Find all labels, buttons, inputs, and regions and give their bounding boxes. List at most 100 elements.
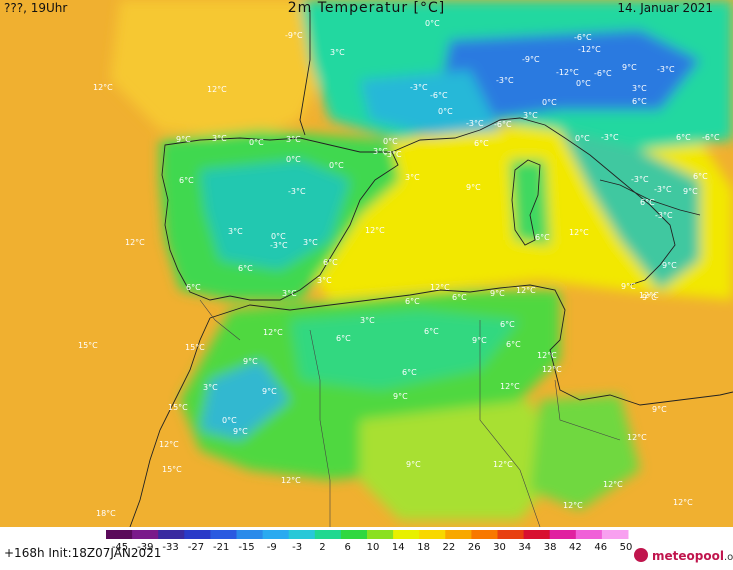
temperature-label: 12°C: [603, 480, 623, 489]
temperature-label: -9°C: [285, 31, 303, 40]
temperature-label: 12°C: [430, 283, 450, 292]
temperature-label: -6°C: [702, 133, 720, 142]
temperature-label: 3°C: [330, 48, 345, 57]
temperature-label: -3°C: [631, 175, 649, 184]
color-scale-tick: 50: [620, 542, 633, 553]
logo: meteopool.org: [634, 548, 733, 563]
temperature-label: 12°C: [207, 85, 227, 94]
color-scale-swatch: [523, 530, 551, 539]
color-scale-tick: 18: [417, 542, 430, 553]
temperature-label: 3°C: [212, 134, 227, 143]
temperature-label: 18°C: [96, 509, 116, 518]
temperature-label: 0°C: [576, 79, 591, 88]
temperature-label: 12°C: [542, 365, 562, 374]
temperature-label: 3°C: [282, 289, 297, 298]
temperature-label: -3°C: [270, 241, 288, 250]
temperature-label: -3°C: [288, 187, 306, 196]
temperature-label: -12°C: [578, 45, 601, 54]
temperature-label: 12°C: [627, 433, 647, 442]
temperature-label: 6°C: [474, 139, 489, 148]
temperature-label: -6°C: [430, 91, 448, 100]
color-scale-swatch: [419, 530, 446, 539]
color-scale-tick: 42: [569, 542, 582, 553]
logo-tld: .org: [723, 552, 733, 563]
temperature-label: 12°C: [569, 228, 589, 237]
valid-date: 14. Januar 2021: [617, 1, 713, 15]
borders: [199, 299, 621, 527]
color-scale-tick: -45: [112, 542, 128, 553]
color-scale-swatch: [210, 530, 237, 539]
header: ???, 19Uhr 2m Temperatur [°C] 14. Januar…: [0, 0, 733, 18]
temperature-label: 9°C: [490, 289, 505, 298]
temperature-label: 15°C: [185, 343, 205, 352]
color-scale-swatch: [497, 530, 525, 539]
color-scale: -45 -39 -33 -27 -21 -15 -9 -3 2 6 10 14 18 22 26 30 34 38…: [106, 530, 633, 553]
temperature-label: -12°C: [556, 68, 579, 77]
temperature-label: -3°C: [410, 83, 428, 92]
temperature-label: 12°C: [639, 291, 659, 300]
temperature-label: 3°C: [286, 135, 301, 144]
temperature-label: -6°C: [594, 69, 612, 78]
temperature-map: 0°C -9°C 3°C 12°C 12°C -6°C -12°C -9°C -12°C -6°C…: [0, 0, 733, 527]
temperature-label: 6°C: [402, 368, 417, 377]
temperature-label: 0°C: [542, 98, 557, 107]
color-scale-tick: -27: [188, 542, 204, 553]
temperature-label: 6°C: [500, 320, 515, 329]
temperature-label: 3°C: [405, 173, 420, 182]
color-scale-tick: -15: [238, 542, 254, 553]
temperature-label: 6°C: [179, 176, 194, 185]
temperature-label: 9°C: [472, 336, 487, 345]
temperature-label: 6°C: [632, 97, 647, 106]
color-scale-tick: 6: [345, 542, 351, 553]
temperature-label: 12°C: [263, 328, 283, 337]
temperature-label: 0°C: [222, 416, 237, 425]
color-scale-swatch: [288, 530, 316, 539]
color-scale-tick: 22: [443, 542, 456, 553]
color-scale-swatch: [340, 530, 368, 539]
temperature-label: 6°C: [323, 258, 338, 267]
color-scale-swatch: [445, 530, 472, 539]
color-scale-swatch: [132, 530, 159, 539]
temperature-label: 15°C: [168, 403, 188, 412]
temperature-label: -6°C: [494, 120, 512, 129]
temperature-label: -3°C: [384, 150, 402, 159]
temperature-label: 12°C: [673, 498, 693, 507]
map-title: 2m Temperatur [°C]: [287, 0, 446, 16]
valid-time: ???, 19Uhr: [4, 1, 68, 15]
temperature-label: 0°C: [249, 138, 264, 147]
temperature-label: 12°C: [493, 460, 513, 469]
temperature-label: 0°C: [329, 161, 344, 170]
temperature-label: 3°C: [523, 111, 538, 120]
temperature-label: -3°C: [654, 185, 672, 194]
temperature-label: 12°C: [159, 440, 179, 449]
run-info: +168h Init:18Z07JAN2021: [4, 546, 162, 560]
temperature-label: 6°C: [424, 327, 439, 336]
color-scale-tick: 26: [468, 542, 481, 553]
temperature-label: 9°C: [233, 427, 248, 436]
color-scale-swatch: [184, 530, 211, 539]
color-scale-swatch: [575, 530, 603, 539]
color-scale-swatch: [262, 530, 290, 539]
temperature-label: 0°C: [438, 107, 453, 116]
legend-area: -45 -39 -33 -27 -21 -15 -9 -3 2 6 10 14 18 22 26 30 34 38…: [0, 527, 733, 566]
color-scale-tick: 38: [544, 542, 557, 553]
color-scale-swatch: [314, 530, 342, 539]
temperature-label: 12°C: [563, 501, 583, 510]
color-scale-tick: -3: [292, 542, 302, 553]
color-scale-swatch: [236, 530, 264, 539]
temperature-label: -9°C: [522, 55, 540, 64]
color-scale-swatch: [393, 530, 420, 539]
temperature-label: 9°C: [652, 405, 667, 414]
temperature-label: 12°C: [537, 351, 557, 360]
temperature-label: 12°C: [281, 476, 301, 485]
temperature-label: 3°C: [317, 276, 332, 285]
color-scale-swatch: [158, 530, 185, 539]
color-scale-swatch: [367, 530, 394, 539]
temperature-label: 3°C: [203, 383, 218, 392]
temperature-label: 12°C: [500, 382, 520, 391]
temperature-label: 9°C: [683, 187, 698, 196]
color-scale-tick: 30: [493, 542, 506, 553]
color-scale-tick: -21: [213, 542, 229, 553]
temperature-label: 12°C: [93, 83, 113, 92]
temperature-label: 6°C: [405, 297, 420, 306]
